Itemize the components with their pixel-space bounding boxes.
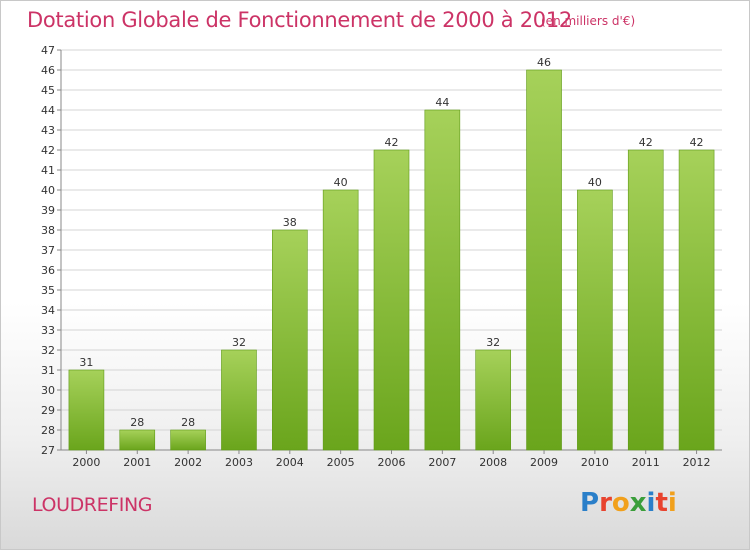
data-label-2009: 46 — [537, 56, 551, 69]
x-tick-label: 2001 — [123, 456, 151, 469]
bar-2011 — [627, 149, 664, 451]
y-tick-label: 46 — [41, 64, 55, 77]
data-label-2002: 28 — [181, 416, 195, 429]
x-tick-label: 2006 — [378, 456, 406, 469]
y-tick-label: 27 — [41, 444, 55, 457]
data-label-2001: 28 — [130, 416, 144, 429]
chart-title: Dotation Globale de Fonctionnement de 20… — [27, 8, 572, 32]
x-tick-labels: 2000 2001 2002 2003 2004 2005 2006 2007 2008 2009… — [72, 450, 711, 469]
chart-subtitle: (en milliers d'€) — [541, 14, 636, 28]
bar-2003 — [221, 349, 257, 451]
y-tick-label: 35 — [41, 284, 55, 297]
bar-2001 — [119, 429, 156, 451]
x-tick-label: 2004 — [276, 456, 304, 469]
data-label-2012: 42 — [690, 136, 704, 149]
y-tick-label: 41 — [41, 164, 55, 177]
bar-2002 — [170, 429, 206, 451]
data-label-2007: 44 — [435, 96, 449, 109]
y-tick-label: 31 — [41, 364, 55, 377]
y-tick-labels: 27 28 29 30 31 32 33 34 35 36 37 38 39 40 41 42 43 44 45 46… — [41, 44, 61, 457]
bars — [68, 69, 715, 451]
x-tick-label: 2005 — [327, 456, 355, 469]
bar-2009 — [526, 69, 562, 451]
data-label-2010: 40 — [588, 176, 602, 189]
bar-2012 — [678, 149, 715, 451]
commune-name: LOUDREFING — [32, 494, 153, 516]
y-tick-label: 30 — [41, 384, 55, 397]
y-tick-label: 32 — [41, 344, 55, 357]
x-tick-label: 2012 — [683, 456, 711, 469]
y-tick-label: 29 — [41, 404, 55, 417]
x-tick-label: 2008 — [479, 456, 507, 469]
y-tick-label: 40 — [41, 184, 55, 197]
data-label-2008: 32 — [486, 336, 500, 349]
x-tick-label: 2007 — [428, 456, 456, 469]
y-tick-label: 39 — [41, 204, 55, 217]
data-labels: 31 28 28 32 38 40 42 44 32 46 40 42 42 — [79, 56, 703, 429]
data-label-2011: 42 — [639, 136, 653, 149]
x-tick-label: 2009 — [530, 456, 558, 469]
x-tick-label: 2002 — [174, 456, 202, 469]
y-tick-label: 44 — [41, 104, 55, 117]
bar-2007 — [424, 109, 461, 451]
bar-2004 — [272, 229, 308, 451]
y-tick-label: 45 — [41, 84, 55, 97]
bar-2010 — [577, 189, 613, 451]
data-label-2006: 42 — [385, 136, 399, 149]
x-tick-label: 2000 — [72, 456, 100, 469]
proxiti-logo[interactable]: Proxiti — [580, 488, 677, 518]
bar-2006 — [373, 149, 410, 451]
y-tick-label: 42 — [41, 144, 55, 157]
x-tick-label: 2010 — [581, 456, 609, 469]
y-tick-label: 38 — [41, 224, 55, 237]
bar-2008 — [475, 349, 511, 451]
data-label-2000: 31 — [79, 356, 93, 369]
y-tick-label: 34 — [41, 304, 55, 317]
y-tick-label: 33 — [41, 324, 55, 337]
bar-2000 — [68, 369, 105, 451]
y-tick-label: 28 — [41, 424, 55, 437]
y-tick-label: 43 — [41, 124, 55, 137]
data-label-2003: 32 — [232, 336, 246, 349]
bar-2005 — [322, 189, 359, 451]
y-tick-label: 37 — [41, 244, 55, 257]
x-tick-label: 2011 — [632, 456, 660, 469]
y-tick-label: 36 — [41, 264, 55, 277]
x-tick-label: 2003 — [225, 456, 253, 469]
y-tick-label: 47 — [41, 44, 55, 57]
data-label-2005: 40 — [334, 176, 348, 189]
data-label-2004: 38 — [283, 216, 297, 229]
